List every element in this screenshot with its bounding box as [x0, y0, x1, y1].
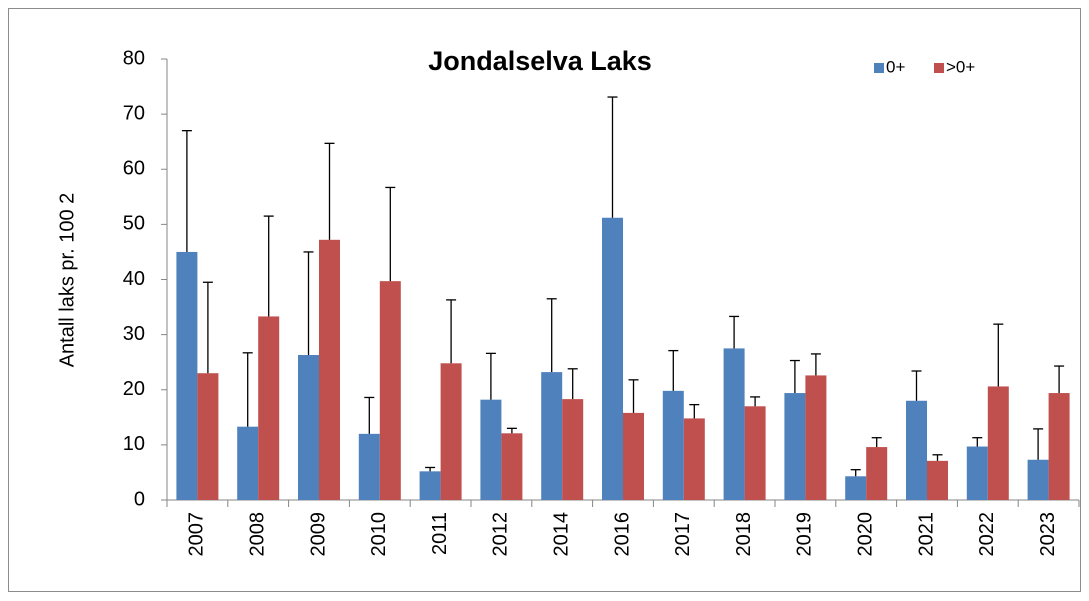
bar — [805, 375, 827, 500]
y-tick-label: 50 — [123, 213, 145, 235]
error-bar — [446, 299, 457, 364]
bar — [358, 433, 380, 500]
x-tick-label: 2010 — [368, 512, 390, 557]
bar — [602, 217, 623, 500]
error-bar — [506, 427, 517, 434]
y-tick-label: 70 — [123, 102, 145, 124]
bar — [501, 433, 523, 500]
bar — [319, 239, 340, 500]
error-bar — [263, 215, 274, 317]
error-bar — [607, 96, 618, 218]
error-bar — [628, 379, 639, 413]
bar — [744, 406, 766, 500]
error-bar — [385, 186, 396, 282]
y-tick-label: 10 — [123, 433, 145, 455]
bar — [1048, 393, 1070, 500]
x-tick-label: 2007 — [186, 512, 208, 557]
y-tick-label: 30 — [123, 323, 145, 345]
x-tick-label: 2021 — [915, 512, 937, 557]
bar — [723, 348, 745, 500]
x-tick-label: 2014 — [550, 512, 572, 557]
error-bar — [689, 403, 700, 419]
chart-title: Jondalselva Laks — [428, 46, 652, 76]
error-bar — [993, 323, 1004, 387]
bar — [258, 316, 280, 500]
bar — [866, 447, 888, 500]
error-bar — [546, 298, 557, 373]
error-bar — [202, 281, 213, 374]
error-bar — [364, 396, 375, 434]
legend-label: >0+ — [946, 57, 975, 76]
bar — [298, 355, 319, 500]
bar — [966, 446, 988, 500]
bar — [784, 393, 806, 500]
error-bar — [972, 437, 983, 447]
error-bar — [181, 130, 192, 252]
error-bar — [485, 352, 496, 400]
chart-frame — [8, 8, 1081, 592]
y-axis-label: Antall laks pr. 100 2 — [56, 193, 78, 368]
legend-swatch — [934, 63, 944, 73]
x-tick-label: 2018 — [733, 512, 755, 557]
error-bar — [932, 454, 943, 461]
bar — [623, 412, 644, 500]
x-tick-label: 2017 — [672, 512, 694, 557]
x-tick-label: 2012 — [490, 512, 512, 557]
x-tick-label: 2019 — [794, 512, 816, 557]
error-bar — [324, 142, 335, 240]
bar — [1027, 459, 1049, 500]
error-bar — [1054, 365, 1065, 394]
x-tick-label: 2020 — [854, 512, 876, 557]
bar — [541, 372, 563, 500]
error-bar — [911, 370, 922, 401]
error-bar — [810, 353, 821, 376]
x-tick-label: 2011 — [429, 512, 451, 555]
legend-label: 0+ — [886, 57, 905, 76]
bar — [906, 400, 927, 500]
error-bar — [729, 315, 740, 349]
bar — [440, 363, 462, 500]
bar — [237, 426, 259, 500]
bar — [197, 373, 219, 500]
error-bar — [242, 352, 253, 427]
bar — [683, 418, 705, 500]
y-tick-label: 60 — [123, 158, 145, 180]
x-tick-label: 2016 — [611, 512, 633, 557]
error-bar — [1033, 428, 1044, 460]
bar — [419, 471, 441, 500]
bar — [662, 390, 684, 500]
error-bar — [850, 469, 861, 477]
bar — [480, 399, 502, 500]
x-tick-label: 2022 — [976, 512, 998, 557]
x-tick-label: 2009 — [307, 512, 329, 557]
x-tick-label: 2023 — [1037, 512, 1059, 557]
bar — [987, 386, 1009, 500]
error-bar — [750, 396, 761, 407]
error-bar — [567, 368, 578, 400]
legend-swatch — [874, 63, 884, 73]
y-tick-label: 20 — [123, 378, 145, 400]
error-bar — [303, 251, 314, 356]
error-bar — [871, 437, 882, 448]
bar — [379, 281, 401, 500]
y-tick-label: 40 — [123, 268, 145, 290]
error-bar — [789, 359, 800, 394]
x-tick-label: 2008 — [246, 512, 268, 557]
error-bar — [668, 349, 679, 391]
bar — [845, 476, 867, 500]
bar — [562, 399, 584, 500]
error-bar — [425, 466, 436, 472]
bar — [927, 460, 948, 500]
y-tick-label: 80 — [123, 47, 145, 69]
bar — [176, 251, 198, 500]
y-tick-label: 0 — [134, 488, 145, 510]
